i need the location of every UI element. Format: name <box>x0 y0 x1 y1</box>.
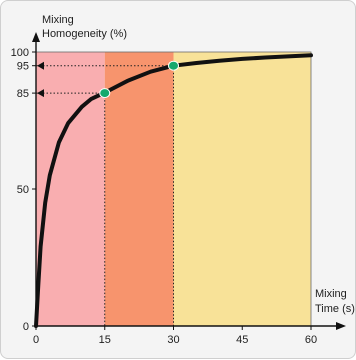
x-tick-label-0: 0 <box>33 334 39 346</box>
guide-lines <box>36 61 174 326</box>
x-tick-label-15: 15 <box>99 334 111 346</box>
x-axis-arrow <box>336 322 346 330</box>
y-tick-label-50: 50 <box>17 184 29 196</box>
data-marker-1 <box>99 88 111 99</box>
x-axis-label-line2: Time (s) <box>315 303 355 315</box>
x-axis-label-line1: Mixing <box>315 288 347 300</box>
y-axis-arrow <box>32 32 40 42</box>
y-axis-label-line2: Homogeneity (%) <box>42 28 127 40</box>
marker-layer <box>99 60 179 99</box>
y-arrow-2 <box>37 61 44 70</box>
y-tick-label-0: 0 <box>23 321 29 333</box>
x-tick-label-30: 30 <box>167 334 179 346</box>
y-tick-label-85: 85 <box>17 88 29 100</box>
y-arrow-1 <box>37 89 44 98</box>
data-marker-2 <box>168 60 179 71</box>
tick-layer: 0 15 30 45 60 0 50 85 95 100 <box>11 47 317 346</box>
region-2 <box>104 52 174 326</box>
y-tick-label-100: 100 <box>11 47 29 59</box>
axes <box>32 32 346 330</box>
region-3 <box>173 52 311 326</box>
x-tick-label-45: 45 <box>236 334 248 346</box>
x-tick-label-60: 60 <box>305 334 317 346</box>
y-tick-label-95: 95 <box>17 61 29 73</box>
y-axis-label-line1: Mixing <box>42 14 74 26</box>
